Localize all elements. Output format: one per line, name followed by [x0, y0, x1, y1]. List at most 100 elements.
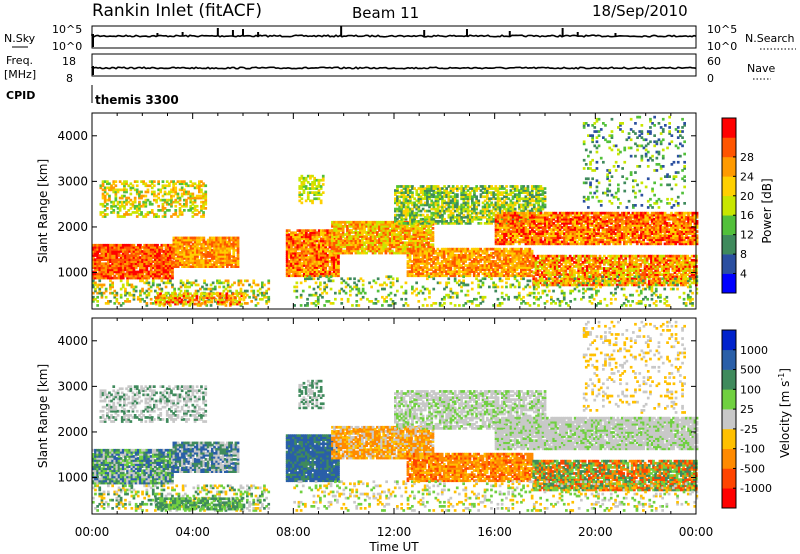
range-cell [115, 248, 119, 251]
range-cell [335, 274, 338, 278]
range-cell [193, 207, 197, 210]
range-cell [92, 274, 95, 278]
range-cell [176, 246, 180, 250]
range-cell [335, 243, 339, 247]
range-cell [313, 251, 317, 255]
range-cell [373, 225, 377, 228]
range-cell [100, 250, 104, 253]
range-cell [341, 235, 345, 238]
range-cell [214, 292, 218, 296]
range-cell [172, 246, 176, 250]
range-cell [229, 296, 233, 300]
range-cell [96, 300, 99, 303]
range-cell [337, 262, 340, 265]
range-cell [104, 254, 108, 257]
range-cell [354, 243, 358, 247]
range-cell [145, 250, 149, 253]
range-cell [145, 264, 149, 268]
range-cell [151, 260, 155, 263]
range-cell [102, 268, 106, 272]
range-cell [232, 238, 236, 242]
range-cell [162, 254, 166, 257]
range-cell [292, 260, 295, 263]
range-cell [200, 215, 203, 218]
range-cell [206, 244, 210, 248]
range-cell [228, 236, 231, 240]
range-cell [196, 304, 200, 307]
range-cell [302, 245, 306, 249]
range-cell [185, 261, 189, 264]
range-cell [302, 264, 306, 267]
range-cell [167, 302, 171, 306]
range-cell [328, 231, 332, 235]
range-cell [170, 196, 173, 200]
range-cell [189, 196, 193, 200]
range-cell [126, 274, 129, 278]
range-cell [181, 281, 185, 285]
range-cell [149, 248, 153, 251]
range-cell [302, 237, 306, 241]
range-cell [160, 276, 164, 280]
range-cell [317, 178, 321, 182]
range-cell [328, 249, 332, 253]
range-cell [181, 265, 184, 268]
range-cell [141, 250, 144, 253]
range-cell [124, 268, 127, 272]
range-cell [160, 266, 164, 270]
range-cell [358, 239, 362, 242]
range-cell [164, 285, 168, 289]
range-cell [149, 260, 153, 263]
range-cell [144, 194, 148, 198]
range-cell [96, 254, 99, 257]
range-cell [145, 262, 149, 266]
range-cell [226, 255, 229, 258]
range-cell [188, 281, 191, 285]
range-cell [204, 194, 208, 198]
range-cell [109, 287, 112, 291]
range-cell [187, 265, 191, 268]
range-cell [380, 237, 383, 240]
range-cell [200, 263, 203, 266]
range-cell [331, 239, 334, 242]
range-cell [204, 296, 207, 300]
range-cell [126, 248, 129, 251]
range-cell [172, 257, 176, 260]
range-cell [123, 190, 126, 194]
range-cell [118, 188, 122, 192]
range-cell [141, 276, 144, 280]
range-cell [172, 184, 175, 188]
range-cell [384, 243, 388, 247]
range-cell [309, 270, 312, 273]
range-cell [166, 272, 170, 276]
range-cell [136, 246, 140, 249]
range-cell [354, 229, 358, 232]
range-cell [150, 190, 154, 194]
range-cell [100, 295, 104, 299]
range-cell [236, 294, 239, 298]
range-cell [183, 238, 186, 242]
range-cell [505, 189, 508, 192]
range-cell [149, 274, 153, 278]
range-cell [156, 291, 159, 295]
range-cell [339, 247, 343, 251]
range-cell [358, 231, 362, 234]
range-cell [189, 238, 193, 242]
range-cell [124, 274, 127, 278]
range-cell [111, 252, 114, 255]
range-cell [135, 192, 139, 196]
range-cell [221, 253, 225, 256]
range-cell [104, 250, 108, 253]
range-cell [343, 239, 347, 242]
range-cell [204, 200, 208, 204]
range-cell [324, 231, 327, 235]
range-cell [179, 261, 182, 264]
range-cell [115, 297, 119, 301]
range-cell [236, 251, 240, 254]
range-cell [179, 242, 182, 246]
range-cell [102, 250, 106, 253]
range-cell [322, 266, 325, 269]
range-cell [110, 211, 113, 214]
range-cell [302, 178, 306, 182]
range-cell [115, 266, 119, 270]
range-cell [328, 266, 332, 269]
